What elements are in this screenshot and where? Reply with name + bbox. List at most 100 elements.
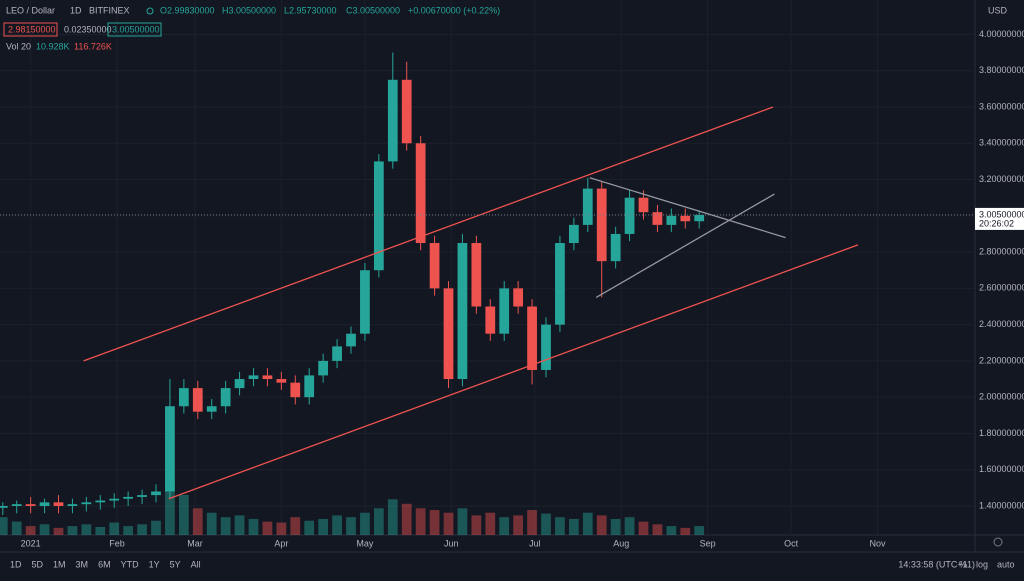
candle-body bbox=[234, 379, 245, 389]
volume-bar bbox=[429, 510, 440, 535]
volume-bar bbox=[248, 518, 259, 535]
clock: 14:33:58 (UTC+11) bbox=[898, 559, 975, 569]
candle-body bbox=[276, 379, 287, 383]
volume-bar bbox=[290, 517, 301, 535]
trend-line bbox=[83, 106, 774, 362]
spread: 0.02350000 bbox=[64, 24, 112, 34]
candle-body bbox=[680, 215, 691, 222]
candle-body bbox=[67, 504, 78, 506]
range-button[interactable]: 5D bbox=[32, 559, 44, 569]
ohlc-low: L2.95730000 bbox=[284, 5, 337, 15]
x-tick-label: Apr bbox=[274, 538, 288, 548]
y-tick-label: 1.80000000 bbox=[979, 428, 1024, 438]
volume-bar bbox=[137, 524, 147, 535]
candle-body bbox=[387, 79, 398, 162]
volume-bar bbox=[373, 508, 384, 535]
volume-bar bbox=[541, 513, 551, 535]
candle-body bbox=[81, 502, 92, 505]
ohlc-open: O2.99830000 bbox=[160, 5, 215, 15]
candle-body bbox=[165, 406, 175, 492]
volume-bar bbox=[680, 527, 691, 535]
x-tick-label: Aug bbox=[613, 538, 629, 548]
ask-box[interactable] bbox=[107, 22, 162, 37]
volume-bar bbox=[0, 517, 8, 535]
candle-body bbox=[694, 214, 705, 222]
candle-body bbox=[513, 288, 524, 307]
candle-body bbox=[443, 288, 454, 380]
auto-toggle[interactable]: auto bbox=[997, 559, 1015, 569]
candle-body bbox=[485, 306, 496, 334]
volume-bar bbox=[346, 517, 356, 535]
volume-bar bbox=[39, 524, 50, 535]
candle-body bbox=[555, 243, 565, 325]
volume-bar bbox=[304, 520, 315, 535]
volume-bar bbox=[527, 510, 537, 535]
x-tick-label: May bbox=[356, 538, 374, 548]
volume-bar bbox=[666, 526, 677, 535]
x-tick-label: Feb bbox=[109, 538, 125, 548]
range-button[interactable]: 5Y bbox=[170, 559, 181, 569]
candle-body bbox=[39, 502, 50, 506]
candle-body bbox=[25, 504, 36, 506]
candle-body bbox=[248, 375, 259, 380]
candle-body bbox=[346, 333, 356, 347]
settings-icon[interactable] bbox=[993, 537, 1003, 547]
bid: 2.98150000 bbox=[8, 24, 56, 34]
trend-line bbox=[168, 244, 859, 500]
volume-bar bbox=[401, 503, 412, 535]
candle-body bbox=[11, 504, 22, 506]
volume-bar bbox=[220, 517, 231, 535]
volume-bar bbox=[568, 518, 579, 535]
log-toggle[interactable]: log bbox=[976, 559, 988, 569]
candle-body bbox=[123, 496, 134, 499]
range-button[interactable]: 6M bbox=[98, 559, 111, 569]
range-button[interactable]: 1D bbox=[10, 559, 22, 569]
candle-body bbox=[401, 79, 412, 144]
volume-bar bbox=[387, 499, 398, 535]
candle-body bbox=[206, 406, 217, 412]
volume-bar bbox=[360, 512, 370, 535]
range-button[interactable]: YTD bbox=[121, 559, 140, 569]
candle-body bbox=[360, 270, 370, 334]
volume-bar bbox=[81, 524, 92, 535]
currency[interactable]: USD bbox=[988, 5, 1008, 15]
volume-bar bbox=[53, 527, 64, 535]
range-button[interactable]: All bbox=[191, 559, 201, 569]
symbol: LEO / Dollar bbox=[6, 5, 55, 15]
candle-body bbox=[332, 346, 342, 361]
volume-bar bbox=[95, 526, 106, 535]
y-tick-label: 4.00000000 bbox=[979, 29, 1024, 39]
candle-body bbox=[53, 502, 64, 506]
x-tick-label: Mar bbox=[187, 538, 203, 548]
vol-label: Vol 20 bbox=[6, 41, 31, 51]
last-price-label: 3.00500000 bbox=[979, 209, 1024, 219]
volume-bar bbox=[694, 526, 705, 535]
candle-body bbox=[429, 243, 440, 289]
candle-body bbox=[95, 500, 106, 503]
volume-bar bbox=[582, 512, 593, 535]
volume-bar bbox=[262, 521, 273, 535]
range-button[interactable]: 1Y bbox=[149, 559, 160, 569]
x-tick-label: Nov bbox=[869, 538, 886, 548]
ohlc-close: C3.00500000 bbox=[346, 5, 400, 15]
status-icon bbox=[146, 7, 154, 15]
y-tick-label: 3.40000000 bbox=[979, 138, 1024, 148]
candle-body bbox=[666, 215, 677, 225]
percent-toggle[interactable]: % bbox=[959, 559, 967, 569]
trend-line bbox=[595, 193, 775, 298]
volume-bar bbox=[652, 524, 663, 535]
candle-body bbox=[568, 224, 579, 244]
x-tick-label: Jul bbox=[529, 538, 541, 548]
exchange: BITFINEX bbox=[89, 5, 130, 15]
range-button[interactable]: 1M bbox=[53, 559, 66, 569]
candle-body bbox=[178, 388, 189, 407]
bid-box[interactable] bbox=[3, 22, 58, 37]
volume-bar bbox=[67, 526, 78, 535]
volume-bar bbox=[624, 517, 635, 535]
candle-body bbox=[151, 491, 161, 496]
range-button[interactable]: 3M bbox=[76, 559, 89, 569]
y-tick-label: 3.20000000 bbox=[979, 174, 1024, 184]
volume-bar bbox=[638, 521, 649, 535]
candle-body bbox=[638, 197, 649, 213]
volume-bar bbox=[415, 508, 426, 535]
